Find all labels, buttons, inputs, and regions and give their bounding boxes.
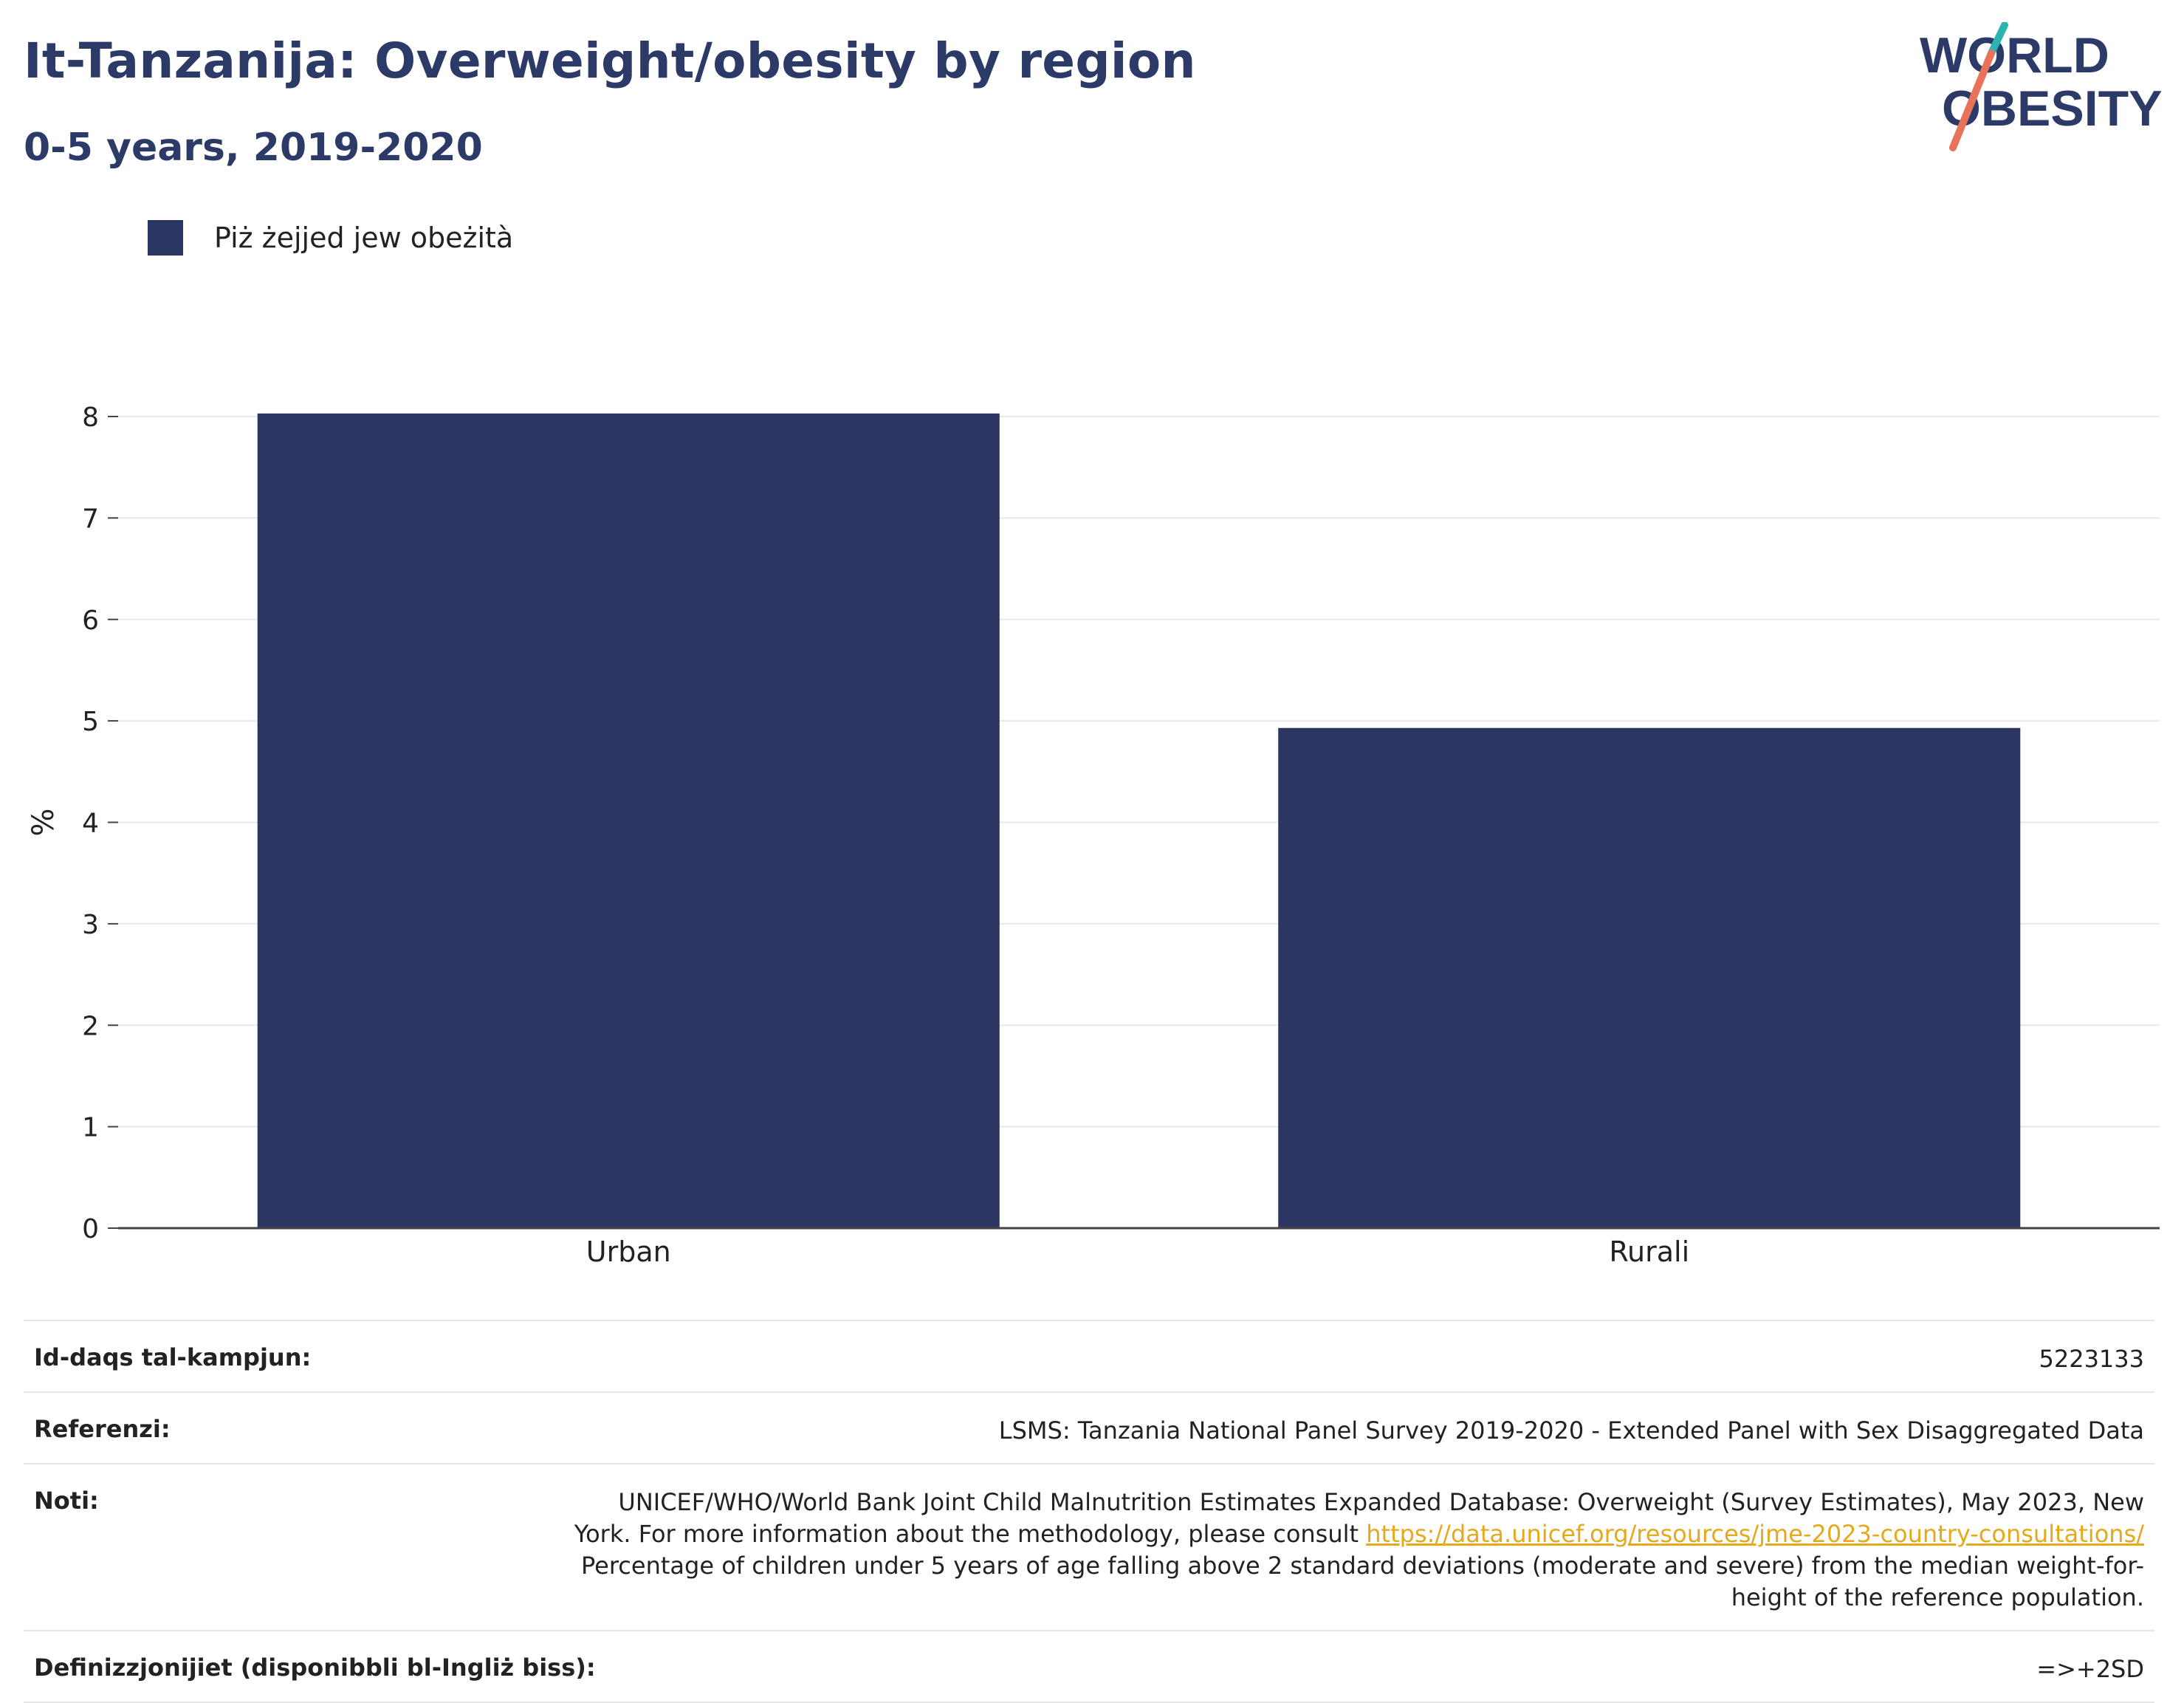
info-table: Id-daqs tal-kampjun: 5223133 Referenzi: …: [24, 1320, 2154, 1703]
y-axis-label: %: [27, 808, 61, 836]
y-tick-label: 7: [82, 504, 99, 534]
notes-value: UNICEF/WHO/World Bank Joint Child Malnut…: [557, 1487, 2144, 1614]
x-tick-label: Urban: [586, 1236, 671, 1268]
y-tick-label: 8: [82, 402, 99, 433]
definitions-label: Definizzjonijiet (disponibbli bl-Ingliż …: [34, 1654, 596, 1682]
legend-swatch: [148, 220, 183, 256]
chart-title: It-Tanzanija: Overweight/obesity by regi…: [24, 32, 1196, 89]
info-row-sample-size: Id-daqs tal-kampjun: 5223133: [24, 1320, 2154, 1391]
y-tick-label: 3: [82, 910, 99, 940]
notes-label: Noti:: [34, 1487, 99, 1515]
notes-text-before: UNICEF/WHO/World Bank Joint Child Malnut…: [574, 1488, 2144, 1548]
sample-size-label: Id-daqs tal-kampjun:: [34, 1343, 312, 1371]
definitions-value: =>+2SD: [2036, 1655, 2144, 1683]
x-tick-label: Rurali: [1609, 1236, 1689, 1268]
references-label: Referenzi:: [34, 1415, 171, 1443]
sample-size-value: 5223133: [2039, 1345, 2144, 1373]
bar-urban: [257, 413, 1000, 1229]
logo-slash-top: [1988, 22, 2008, 57]
y-tick-label: 0: [82, 1214, 99, 1244]
info-row-references: Referenzi: LSMS: Tanzania National Panel…: [24, 1391, 2154, 1463]
y-tick-label: 4: [82, 809, 99, 839]
info-row-notes: Noti: UNICEF/WHO/World Bank Joint Child …: [24, 1463, 2154, 1630]
logo-slash-bottom: [1949, 49, 1995, 151]
notes-text-after: Percentage of children under 5 years of …: [581, 1552, 2144, 1611]
y-tick-label: 1: [82, 1113, 99, 1143]
y-tick-label: 5: [82, 707, 99, 737]
methodology-link[interactable]: https://data.unicef.org/resources/jme-20…: [1366, 1520, 2144, 1548]
info-row-definitions: Definizzjonijiet (disponibbli bl-Ingliż …: [24, 1630, 2154, 1703]
chart-subtitle: 0-5 years, 2019-2020: [24, 126, 483, 170]
bar-chart: 0 1 2 3 4 5 6 7 8 Urban Rurali%: [27, 402, 2160, 1268]
bar-rurali: [1278, 727, 2021, 1228]
y-tick-label: 6: [82, 606, 99, 636]
chart-legend[interactable]: Piż żejjed jew obeżità: [148, 220, 513, 256]
y-tick-label: 2: [82, 1011, 99, 1041]
logo-text-world: WORLD: [1920, 27, 2109, 83]
legend-label: Piż żejjed jew obeżità: [214, 222, 514, 254]
world-obesity-logo: WORLD OBESITY: [1920, 22, 2163, 151]
references-value: LSMS: Tanzania National Panel Survey 201…: [998, 1416, 2144, 1445]
